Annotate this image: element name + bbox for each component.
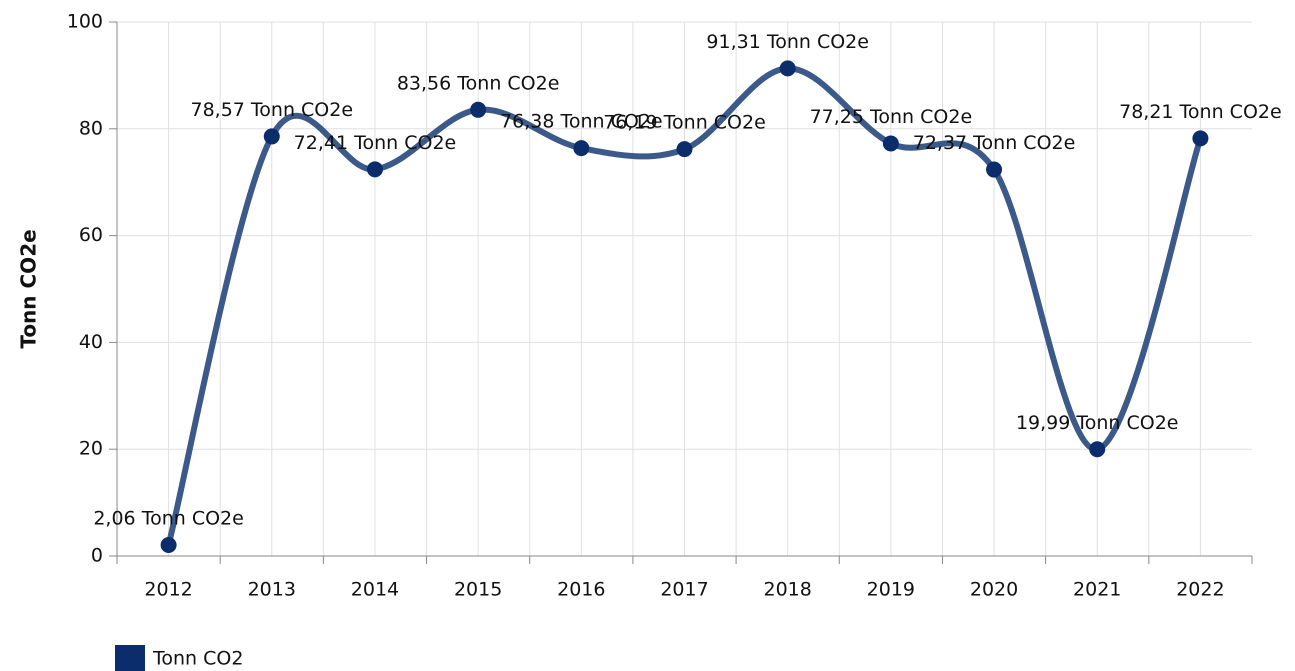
legend-swatch bbox=[115, 645, 145, 671]
x-tick-label: 2012 bbox=[144, 579, 192, 601]
series-line bbox=[165, 65, 1204, 548]
legend-label: Tonn CO2 bbox=[152, 648, 243, 670]
x-tick-label: 2014 bbox=[351, 579, 399, 601]
point bbox=[1089, 441, 1106, 458]
value-label: 77,25 Tonn CO2e bbox=[810, 106, 973, 128]
value-label: 2,06 Tonn CO2e bbox=[93, 507, 243, 529]
value-label: 19,99 Tonn CO2e bbox=[1016, 412, 1179, 434]
y-tick-label: 100 bbox=[67, 11, 103, 33]
x-tick-label: 2018 bbox=[764, 579, 812, 601]
value-label: 83,56 Tonn CO2e bbox=[397, 72, 560, 94]
y-tick-label: 60 bbox=[79, 224, 103, 246]
y-axis-label: Tonn CO2e bbox=[17, 229, 41, 348]
value-label: 91,31 Tonn CO2e bbox=[706, 31, 869, 53]
y-tick-label: 80 bbox=[79, 117, 103, 139]
point bbox=[366, 161, 383, 178]
x-tick-label: 2015 bbox=[454, 579, 502, 601]
point bbox=[1192, 130, 1209, 147]
point bbox=[573, 140, 590, 157]
x-tick-label: 2021 bbox=[1073, 579, 1121, 601]
value-label: 72,37 Tonn CO2e bbox=[913, 132, 1076, 154]
value-label: 78,21 Tonn CO2e bbox=[1119, 101, 1282, 123]
y-tick-label: 0 bbox=[91, 545, 103, 567]
point bbox=[160, 536, 177, 553]
point bbox=[470, 101, 487, 118]
y-tick-label: 20 bbox=[79, 438, 103, 460]
point bbox=[986, 161, 1003, 178]
value-label: 72,41 Tonn CO2e bbox=[294, 132, 457, 154]
x-tick-label: 2019 bbox=[867, 579, 915, 601]
point bbox=[676, 141, 693, 158]
value-label: 76,38 Tonn CO2e bbox=[500, 111, 663, 133]
point bbox=[263, 128, 280, 145]
point bbox=[779, 60, 796, 77]
value-label: 78,57 Tonn CO2e bbox=[190, 99, 353, 121]
x-tick-label: 2013 bbox=[248, 579, 296, 601]
x-tick-label: 2016 bbox=[557, 579, 605, 601]
x-tick-label: 2020 bbox=[970, 579, 1018, 601]
y-tick-label: 40 bbox=[79, 331, 103, 353]
x-tick-label: 2022 bbox=[1176, 579, 1224, 601]
value-label: 76,19 Tonn CO2e bbox=[603, 112, 766, 134]
x-tick-label: 2017 bbox=[660, 579, 708, 601]
point bbox=[882, 135, 899, 152]
